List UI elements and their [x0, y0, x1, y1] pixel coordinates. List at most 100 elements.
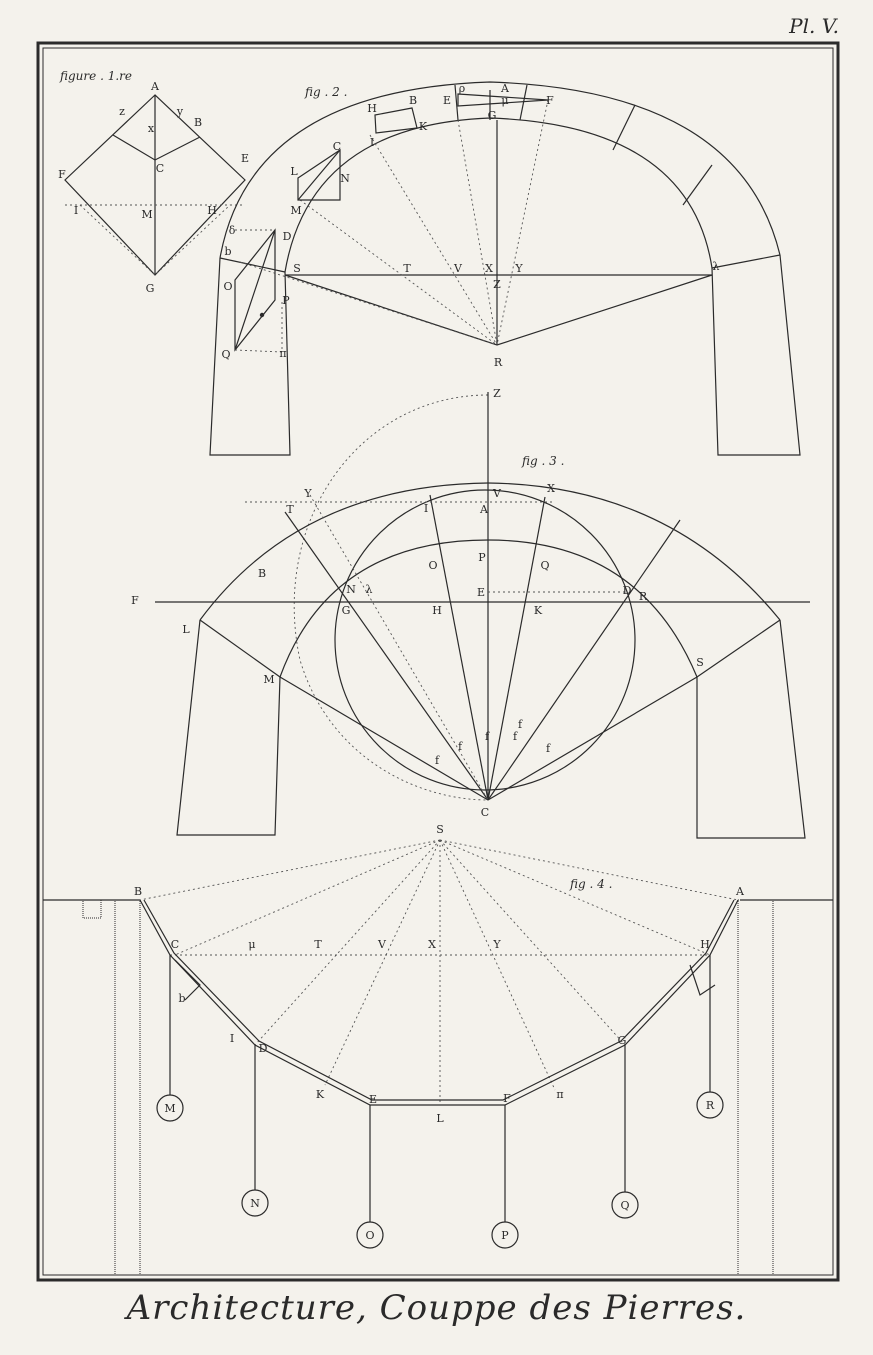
label: B — [409, 94, 417, 107]
label: L — [290, 165, 298, 178]
label: A — [479, 503, 489, 516]
label: D — [259, 1042, 268, 1055]
label: D — [623, 584, 632, 597]
label: x — [148, 122, 155, 135]
label: L — [182, 623, 190, 636]
label: Y — [303, 487, 312, 500]
label: f — [546, 742, 551, 755]
label: f — [518, 718, 523, 731]
label: A — [500, 82, 510, 95]
label: R — [494, 356, 503, 369]
plate-number: Pl. V. — [789, 14, 839, 38]
label: S — [696, 656, 704, 669]
label: I — [370, 136, 374, 149]
label: M — [164, 1102, 175, 1115]
label: f — [513, 730, 518, 743]
label: H — [700, 938, 710, 951]
label: I — [230, 1032, 234, 1045]
label: π — [556, 1088, 563, 1101]
label: E — [369, 1093, 377, 1106]
label: b — [224, 245, 231, 258]
label: f — [485, 730, 490, 743]
figure-2: fig . 2 . H B K I E ρ A μ F G C L N M δ … — [209, 81, 801, 456]
label: F — [503, 1092, 511, 1105]
label: N — [250, 1197, 260, 1210]
label: f — [435, 754, 440, 767]
label: G — [146, 282, 155, 295]
label: T — [403, 262, 411, 275]
label: H — [207, 204, 217, 217]
fig1-caption: figure . 1.re — [59, 69, 132, 83]
label: P — [478, 551, 486, 564]
label: δ — [229, 224, 236, 237]
label: K — [316, 1088, 325, 1101]
label: f — [458, 740, 463, 753]
fig3-caption: fig . 3 . — [521, 454, 564, 468]
label: P — [282, 294, 290, 307]
label: E — [443, 94, 451, 107]
label: N — [346, 583, 356, 596]
label: π — [279, 347, 286, 360]
label: N — [340, 172, 350, 185]
label: F — [131, 594, 139, 607]
label: A — [735, 885, 745, 898]
label: R — [639, 590, 648, 603]
label: D — [283, 230, 292, 243]
label: X — [547, 482, 555, 495]
label: S — [436, 823, 444, 836]
label: ρ — [459, 82, 465, 95]
label: E — [477, 586, 485, 599]
label: V — [377, 938, 387, 951]
label: Z — [493, 387, 501, 400]
fig2-caption: fig . 2 . — [304, 85, 347, 99]
label: C — [481, 806, 489, 819]
label: C — [333, 140, 341, 153]
label: T — [314, 938, 322, 951]
label: M — [141, 208, 152, 221]
label: λ — [713, 260, 720, 273]
label: G — [618, 1034, 627, 1047]
label: Q — [620, 1199, 629, 1212]
label: Y — [514, 262, 523, 275]
label: R — [706, 1099, 715, 1112]
label: z — [119, 105, 125, 118]
label: B — [194, 116, 202, 129]
label: b — [178, 992, 185, 1005]
label: A — [150, 80, 160, 93]
label: μ — [501, 94, 508, 107]
label: H — [367, 102, 377, 115]
label: G — [488, 109, 497, 122]
outer-frame — [36, 41, 840, 1282]
label: L — [436, 1112, 444, 1125]
label: O — [428, 559, 437, 572]
figure-4: fig . 4 . S B A C μ T V X Y H b I D G K … — [43, 823, 833, 1276]
label: I — [74, 204, 78, 217]
label: C — [171, 938, 179, 951]
label: K — [419, 120, 428, 133]
label: T — [286, 503, 294, 516]
plate-title: Architecture, Couppe des Pierres. — [126, 1288, 747, 1328]
label: y — [176, 105, 184, 118]
label: O — [223, 280, 232, 293]
label: λ — [366, 583, 373, 596]
label: E — [241, 152, 249, 165]
label: Y — [492, 938, 501, 951]
label: H — [432, 604, 442, 617]
label: P — [501, 1229, 509, 1242]
label: M — [263, 673, 274, 686]
label: B — [258, 567, 266, 580]
label: μ — [248, 938, 255, 951]
label: C — [156, 162, 164, 175]
label: G — [342, 604, 351, 617]
label: F — [546, 94, 554, 107]
label: Z — [493, 278, 501, 291]
label: V — [453, 262, 463, 275]
label: X — [428, 938, 436, 951]
label: X — [485, 262, 493, 275]
label: F — [58, 168, 66, 181]
inner-frame — [42, 47, 834, 1276]
figure-3: fig . 3 . Z Y T I V X A B P λ N O Q F E … — [131, 387, 810, 839]
label: V — [492, 487, 502, 500]
label: K — [534, 604, 543, 617]
label: Q — [540, 559, 549, 572]
